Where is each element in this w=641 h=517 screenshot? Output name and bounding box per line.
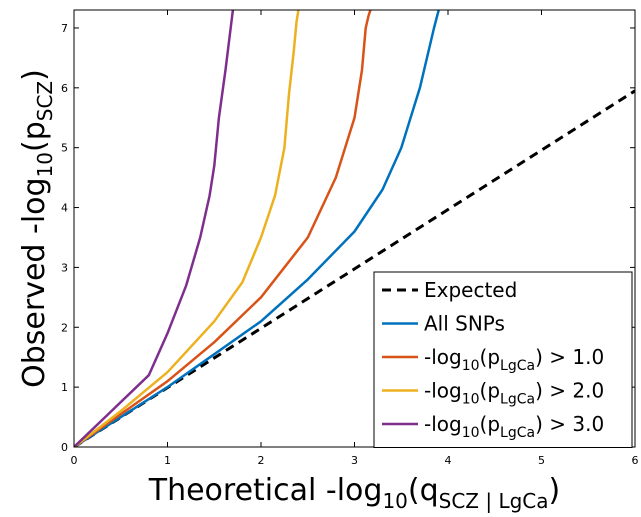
y-axis-title-main: Observed -log xyxy=(17,177,52,387)
y-tick-label: 6 xyxy=(61,82,68,95)
legend-label-sub: 10 xyxy=(462,358,480,374)
y-axis-title-sub: 10 xyxy=(33,152,57,177)
legend-label-3: -log10(pLgCa) > 2.0 xyxy=(424,379,604,408)
legend-label-mid: (p xyxy=(480,379,501,403)
y-tick-label: 3 xyxy=(61,261,68,274)
legend-label-pre: -log xyxy=(424,412,462,436)
y-tick-label: 5 xyxy=(61,142,68,155)
legend-label-text: All SNPs xyxy=(424,312,505,336)
series-line-3 xyxy=(74,10,300,447)
y-axis-title-end: ) xyxy=(17,69,52,81)
x-axis-title-sub2: SCZ | LgCa xyxy=(439,489,549,513)
y-tick-label: 4 xyxy=(61,202,68,215)
y-tick-label: 2 xyxy=(61,321,68,334)
legend-label-sub: 10 xyxy=(462,425,480,441)
y-axis-title-rest: (p xyxy=(17,121,52,152)
series-line-2 xyxy=(74,10,372,447)
legend-label-sub2: LgCa xyxy=(500,358,535,374)
y-tick-label: 0 xyxy=(61,441,68,454)
legend-label-sub2: LgCa xyxy=(500,392,535,408)
legend-label-post: ) > 1.0 xyxy=(535,345,604,369)
legend-label-2: -log10(pLgCa) > 1.0 xyxy=(424,345,604,374)
legend-label-pre: -log xyxy=(424,345,462,369)
x-axis-ticks: 0 1 2 3 4 5 6 xyxy=(71,10,639,467)
y-axis-ticks: 0 1 2 3 4 5 6 7 xyxy=(61,22,635,454)
legend-label-mid: (p xyxy=(480,345,501,369)
legend-label-sub2: LgCa xyxy=(500,425,535,441)
x-tick-label: 2 xyxy=(258,454,265,467)
x-tick-label: 5 xyxy=(538,454,545,467)
x-tick-label: 4 xyxy=(445,454,452,467)
x-axis-title: Theoretical -log10(qSCZ | LgCa) xyxy=(148,473,560,513)
legend-label-sub: 10 xyxy=(462,392,480,408)
legend-label-4: -log10(pLgCa) > 3.0 xyxy=(424,412,604,441)
x-tick-label: 3 xyxy=(351,454,358,467)
y-tick-label: 7 xyxy=(61,22,68,35)
legend-label-text: Expected xyxy=(424,278,517,302)
legend-label-pre: -log xyxy=(424,379,462,403)
legend-label-1: All SNPs xyxy=(424,312,505,336)
legend-label-0: Expected xyxy=(424,278,517,302)
x-tick-label: 0 xyxy=(71,454,78,467)
legend-label-post: ) > 3.0 xyxy=(535,412,604,436)
legend-box xyxy=(373,271,633,448)
legend-label-post: ) > 2.0 xyxy=(535,379,604,403)
y-axis-title: Observed -log10(pSCZ) xyxy=(17,69,57,388)
x-tick-label: 1 xyxy=(164,454,171,467)
legend-label-mid: (p xyxy=(480,412,501,436)
x-tick-label: 6 xyxy=(632,454,639,467)
series-line-4 xyxy=(74,10,235,447)
plot-lines xyxy=(74,10,635,447)
y-axis-title-sub2: SCZ xyxy=(33,81,57,121)
x-axis-title-main: Theoretical -log xyxy=(148,473,383,508)
x-axis-title-sub: 10 xyxy=(382,489,407,513)
series-line-1 xyxy=(74,10,440,447)
y-tick-label: 1 xyxy=(61,381,68,394)
x-axis-title-rest: (q xyxy=(408,473,439,508)
x-axis-title-end: ) xyxy=(549,473,561,508)
